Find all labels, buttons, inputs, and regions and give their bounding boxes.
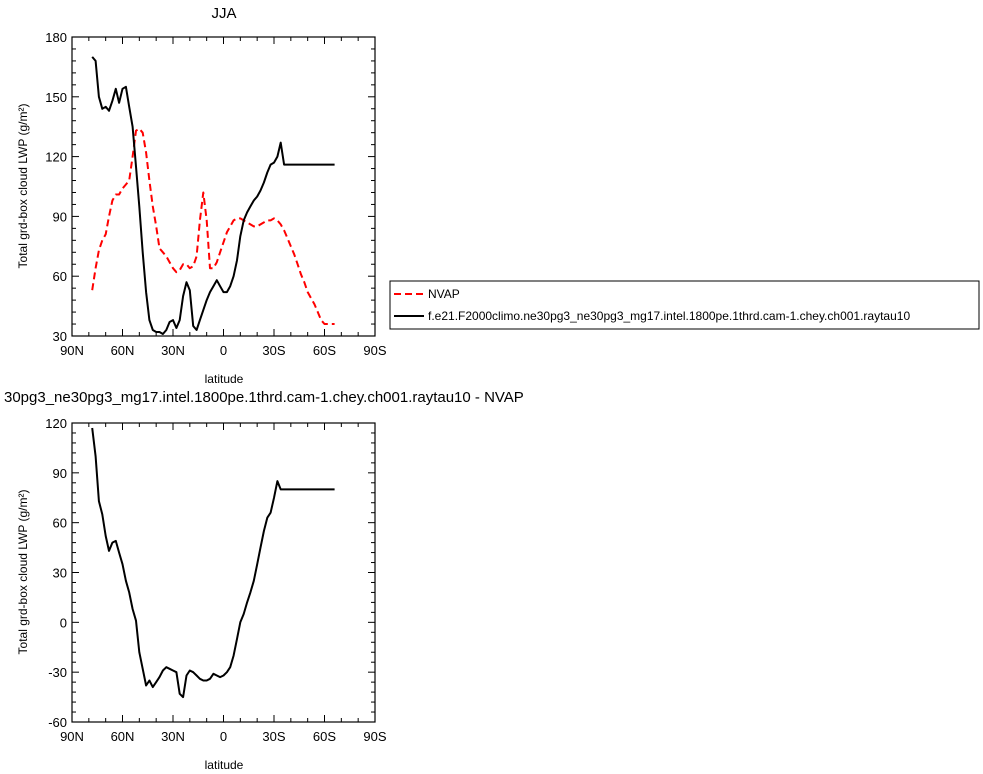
x-tick-label: 30N (161, 729, 185, 744)
x-tick-label: 90S (363, 729, 386, 744)
panel-top: JJA 90N 60N 30N 0 30S 60S 90S 30 60 90 120 150 180 l… (16, 5, 387, 386)
y-axis-label: Total grd-box cloud LWP (g/m²) (16, 104, 30, 269)
x-tick-label: 30S (262, 343, 285, 358)
x-tick-label: 90N (60, 343, 84, 358)
x-tick-label: 0 (220, 343, 227, 358)
legend-label-nvap: NVAP (428, 287, 460, 301)
x-tick-label: 60S (313, 343, 336, 358)
y-tick-label: 120 (45, 416, 67, 431)
chart-title: 30pg3_ne30pg3_mg17.intel.1800pe.1thrd.ca… (4, 389, 524, 406)
tick-layer: 90N 60N 30N 0 30S 60S 90S -60 -30 0 30 60 90 120 (45, 416, 387, 744)
y-tick-label: 30 (53, 329, 67, 344)
y-tick-label: 60 (53, 269, 67, 284)
tick-layer: 90N 60N 30N 0 30S 60S 90S 30 60 90 120 150 180 (45, 30, 387, 358)
panel-bottom: 30pg3_ne30pg3_mg17.intel.1800pe.1thrd.ca… (4, 389, 524, 772)
series-layer (91, 56, 335, 335)
plot-frame (71, 422, 376, 723)
y-tick-label: 90 (53, 209, 67, 224)
y-tick-label: 150 (45, 90, 67, 105)
legend-label-model: f.e21.F2000climo.ne30pg3_ne30pg3_mg17.in… (428, 309, 910, 323)
y-tick-label: 0 (60, 615, 67, 630)
x-axis-label: latitude (205, 758, 244, 772)
x-tick-label: 60S (313, 729, 336, 744)
y-tick-label: 90 (53, 466, 67, 481)
series-line-model (91, 56, 335, 335)
series-line-nvap (91, 127, 335, 325)
y-axis-label: Total grd-box cloud LWP (g/m²) (16, 490, 30, 655)
x-tick-label: 60N (111, 343, 135, 358)
legend: NVAP f.e21.F2000climo.ne30pg3_ne30pg3_mg… (389, 280, 980, 330)
x-tick-label: 90N (60, 729, 84, 744)
y-tick-label: -30 (48, 665, 67, 680)
y-tick-label: -60 (48, 715, 67, 730)
y-tick-label: 180 (45, 30, 67, 45)
y-tick-label: 30 (53, 566, 67, 581)
x-tick-label: 30S (262, 729, 285, 744)
legend-box (389, 280, 980, 330)
chart-title: JJA (211, 5, 236, 22)
x-tick-label: 30N (161, 343, 185, 358)
x-tick-label: 0 (220, 729, 227, 744)
series-layer (91, 427, 335, 699)
x-tick-label: 90S (363, 343, 386, 358)
x-tick-label: 60N (111, 729, 135, 744)
series-line-difference (91, 427, 335, 699)
x-axis-label: latitude (205, 372, 244, 386)
y-tick-label: 60 (53, 516, 67, 531)
y-tick-label: 120 (45, 150, 67, 165)
